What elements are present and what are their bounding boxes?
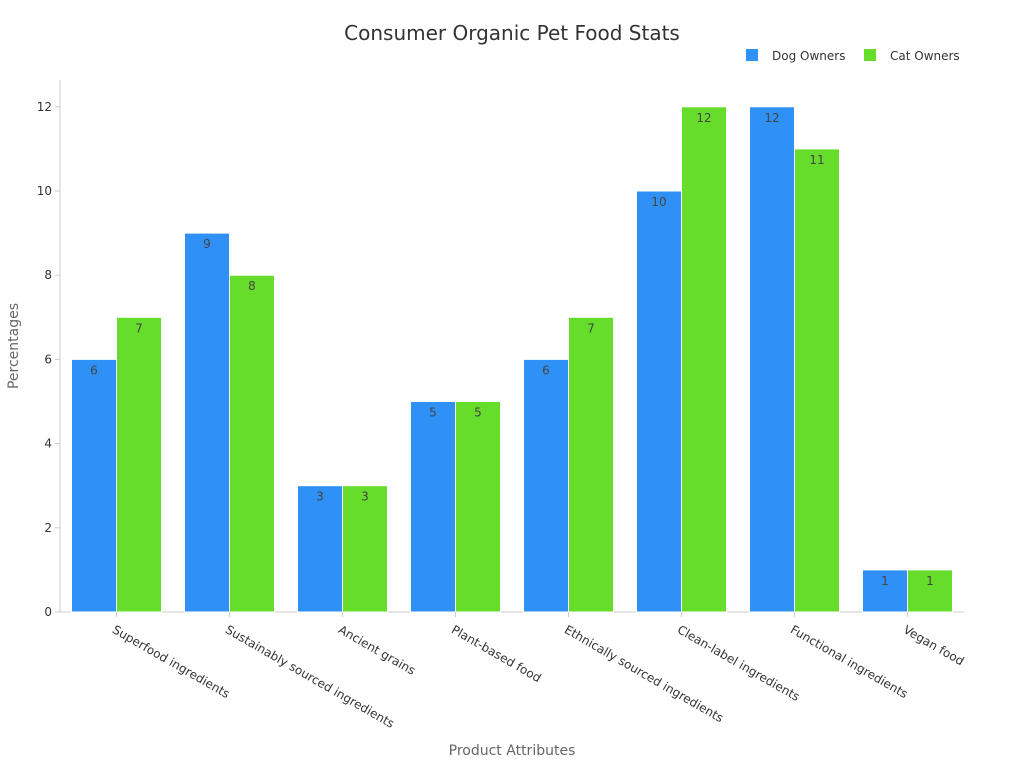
bar-cat-owners [568, 316, 614, 613]
data-label: 7 [135, 321, 143, 335]
bar-cat-owners [229, 274, 275, 613]
x-tick-label: Vegan food [901, 622, 967, 668]
x-tick-label: Plant-based food [449, 622, 544, 685]
data-label: 10 [651, 195, 666, 209]
data-label: 9 [203, 237, 211, 251]
legend: Dog Owners Cat Owners [746, 49, 960, 63]
data-label: 3 [361, 490, 369, 504]
y-tick-label: 8 [44, 268, 52, 282]
data-label: 1 [881, 574, 889, 588]
legend-label-dog-owners: Dog Owners [772, 49, 845, 63]
legend-label-cat-owners: Cat Owners [890, 49, 960, 63]
bar-cat-owners [116, 316, 162, 613]
data-label: 1 [926, 574, 934, 588]
y-axis-ticks: 0 2 4 6 8 10 12 [37, 100, 60, 619]
data-label: 3 [316, 490, 324, 504]
bar-dog-owners [523, 358, 569, 613]
bar-dog-owners [749, 106, 795, 613]
y-tick-label: 6 [44, 352, 52, 366]
data-label: 7 [587, 321, 595, 335]
legend-swatch-dog-owners [746, 49, 758, 61]
bar-dog-owners [297, 485, 343, 613]
x-tick-label: Ancient grains [336, 622, 418, 677]
data-label: 8 [248, 279, 256, 293]
y-tick-label: 12 [37, 100, 52, 114]
bar-dog-owners [71, 358, 117, 613]
bar-cat-owners [794, 148, 840, 613]
x-axis-title: Product Attributes [449, 743, 576, 759]
y-tick-label: 2 [44, 521, 52, 535]
data-label: 5 [474, 406, 482, 420]
bar-cat-owners [342, 485, 388, 613]
y-tick-label: 0 [44, 605, 52, 619]
x-tick-label: Clean-label ingredients [675, 622, 802, 703]
bar-dog-owners [636, 190, 682, 613]
data-label: 6 [90, 363, 98, 377]
bar-dog-owners [410, 401, 456, 613]
data-label: 12 [696, 111, 711, 125]
bar-cat-owners [907, 569, 953, 613]
bar-cat-owners [681, 106, 727, 613]
x-tick-label: Superfood ingredients [110, 622, 232, 701]
bar-dog-owners [184, 232, 230, 613]
y-axis-title: Percentages [6, 303, 22, 389]
data-label: 6 [542, 363, 550, 377]
chart-title: Consumer Organic Pet Food Stats [344, 21, 680, 45]
data-label: 12 [764, 111, 779, 125]
y-tick-label: 10 [37, 184, 52, 198]
data-label: 5 [429, 406, 437, 420]
x-tick-label: Functional ingredients [788, 622, 910, 701]
y-tick-label: 4 [44, 437, 52, 451]
data-label: 11 [809, 153, 824, 167]
legend-swatch-cat-owners [864, 49, 876, 61]
bar-cat-owners [455, 401, 501, 613]
